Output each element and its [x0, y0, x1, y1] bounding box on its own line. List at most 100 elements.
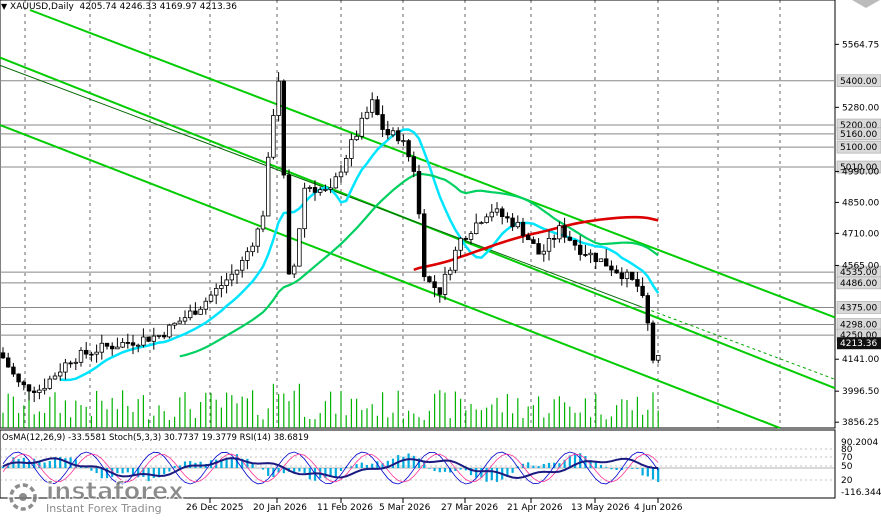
candle-body [406, 140, 411, 158]
candle-body [271, 115, 276, 158]
candle-body [47, 378, 52, 389]
candle-body [229, 273, 234, 281]
x-tick-label: 13 May 2026 [571, 503, 630, 513]
candle-body [234, 269, 240, 275]
y-tick-label: 4141.00 [842, 355, 879, 365]
candle-body [458, 237, 463, 251]
candle-body [619, 272, 624, 280]
indicator-axis-label: 70 [841, 453, 853, 463]
price-level-label: 4535.00 [840, 268, 877, 278]
price-level-tag [836, 276, 881, 290]
collapse-triangle-icon[interactable]: ▼ [1, 2, 8, 11]
candle-body [494, 208, 500, 213]
volume-bars [2, 383, 659, 428]
candle-body [151, 335, 156, 342]
y-tick-label: 5280.00 [842, 103, 879, 113]
candle-body [510, 217, 515, 228]
x-tick-label: 5 Mar 2026 [379, 503, 431, 513]
candle-body [213, 288, 219, 296]
stochastic-signal-line [2, 453, 659, 483]
candle-body [115, 346, 120, 350]
candle-body [650, 322, 656, 361]
candle-body [526, 235, 531, 241]
y-tick-label: 4990.00 [842, 167, 879, 177]
indicator-frame [0, 429, 836, 499]
candle-body [515, 221, 520, 228]
candle-body [479, 222, 484, 224]
candle-body [187, 310, 193, 319]
candle-body [58, 371, 63, 377]
candle-body [385, 129, 390, 136]
candle-body [291, 265, 297, 275]
candle-body [343, 158, 349, 173]
one-click-trading-icon[interactable] [852, 0, 880, 8]
candle-body [135, 344, 141, 347]
ohlc-values: 4205.74 4246.33 4169.97 4213.36 [79, 2, 237, 12]
candle-body [250, 245, 255, 253]
candle-body [609, 265, 614, 271]
candle-body [286, 174, 292, 275]
candle-body [203, 300, 208, 310]
instaforex-watermark: instaforex Instant Forex Trading [4, 478, 184, 516]
candle-body [312, 187, 318, 193]
candle-body [323, 188, 328, 191]
candle-body [120, 342, 125, 348]
candle-body [239, 260, 245, 271]
x-tick-label: 11 Feb 2026 [317, 503, 373, 513]
candle-body [624, 271, 630, 280]
symbol-header: ▼ XAUUSD,Daily 4205.74 4246.33 4169.97 4… [1, 2, 237, 12]
candle-body [94, 351, 99, 355]
watermark-tagline: Instant Forex Trading [46, 502, 162, 515]
candle-body [172, 322, 177, 326]
candle-body [359, 117, 364, 137]
candle-body [0, 352, 6, 359]
candle-body [63, 362, 68, 373]
price-axis: 5564.75 5280.00 4990.00 4850.00 4710.00 4565.… [835, 40, 879, 428]
candle-body [84, 349, 89, 355]
current-price-label: 4213.36 [840, 339, 877, 349]
candle-body [598, 258, 604, 263]
symbol-label: XAUUSD,Daily [10, 2, 74, 12]
candle-body [375, 99, 380, 115]
indicator-axis-label: 50 [841, 462, 853, 472]
watermark-brand: instaforex [46, 477, 185, 505]
x-tick-label: 20 Jan 2026 [253, 503, 307, 513]
candle-body [182, 317, 188, 322]
candle-body [562, 225, 567, 238]
instaforex-logo-icon [7, 481, 39, 513]
candle-body [411, 156, 416, 172]
price-level-label: 5160.00 [840, 130, 877, 140]
price-level-label: 5200.00 [840, 121, 877, 131]
price-level-tag [836, 127, 881, 141]
candle-body [354, 135, 359, 141]
candle-body [604, 258, 609, 267]
price-level-label: 4250.00 [840, 331, 877, 341]
candle-body [281, 80, 286, 176]
y-tick-label: 4850.00 [842, 198, 879, 208]
candle-body [125, 342, 130, 344]
candle-body [265, 156, 271, 217]
candle-body [380, 114, 385, 130]
candle-body [245, 251, 250, 261]
candle-body [99, 342, 104, 353]
candle-body [317, 189, 323, 193]
y-tick-label: 3996.50 [842, 387, 879, 397]
candle-body [463, 237, 468, 240]
y-tick-label: 3856.25 [842, 418, 879, 428]
price-level-label: 5100.00 [840, 143, 877, 153]
candle-body [499, 208, 505, 218]
candle-body [6, 357, 11, 368]
candle-body [432, 281, 437, 289]
median-line [0, 64, 641, 307]
x-tick-label: 27 Mar 2026 [441, 503, 498, 513]
x-tick-label: 4 Jun 2026 [634, 503, 683, 513]
candle-body [161, 334, 167, 338]
candle-body [442, 273, 448, 295]
candle-body [42, 387, 47, 391]
candle-body [395, 130, 401, 142]
candle-body [130, 342, 136, 346]
price-level-label: 4298.00 [840, 320, 877, 330]
